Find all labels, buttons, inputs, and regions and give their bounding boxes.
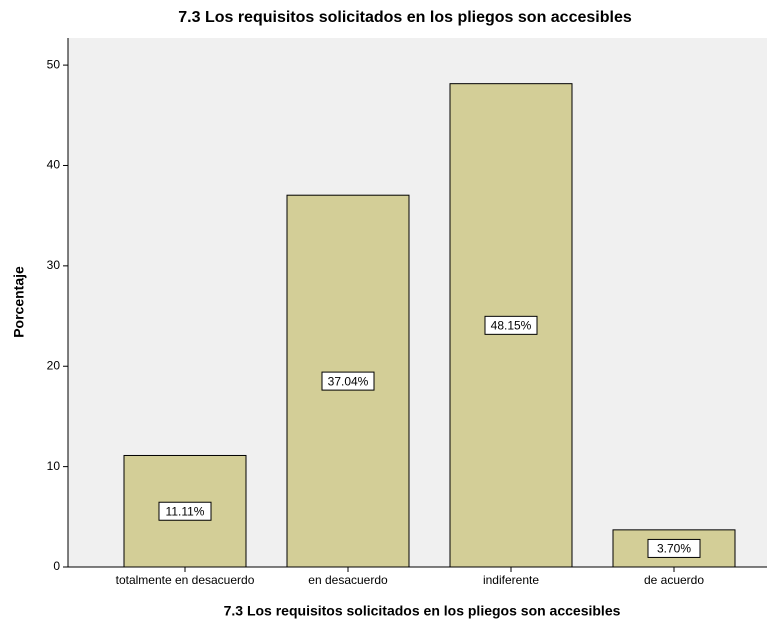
y-axis-title: Porcentaje [11,266,27,338]
data-label: 11.11% [166,504,205,518]
y-tick-label: 0 [53,559,60,573]
data-label-box [321,371,375,391]
data-label: 37.04% [328,374,369,388]
x-tick-label: indiferente [483,573,539,587]
x-tick-label: totalmente en desacuerdo [116,573,255,587]
chart-title: 7.3 Los requisitos solicitados en los pl… [178,9,632,26]
x-tick-label: de acuerdo [644,573,704,587]
y-tick-label: 10 [47,459,61,473]
y-tick-label: 50 [47,57,61,71]
data-label: 3.70% [657,542,691,556]
data-label-box [647,538,701,558]
data-label-box [484,315,538,335]
x-tick-label: en desacuerdo [308,573,388,587]
y-tick-label: 20 [47,358,61,372]
x-axis-title: 7.3 Los requisitos solicitados en los pl… [224,603,621,619]
y-tick-label: 40 [47,158,61,172]
y-tick-label: 30 [47,258,61,272]
data-label: 48.15% [491,319,532,333]
data-label-box [158,501,212,521]
